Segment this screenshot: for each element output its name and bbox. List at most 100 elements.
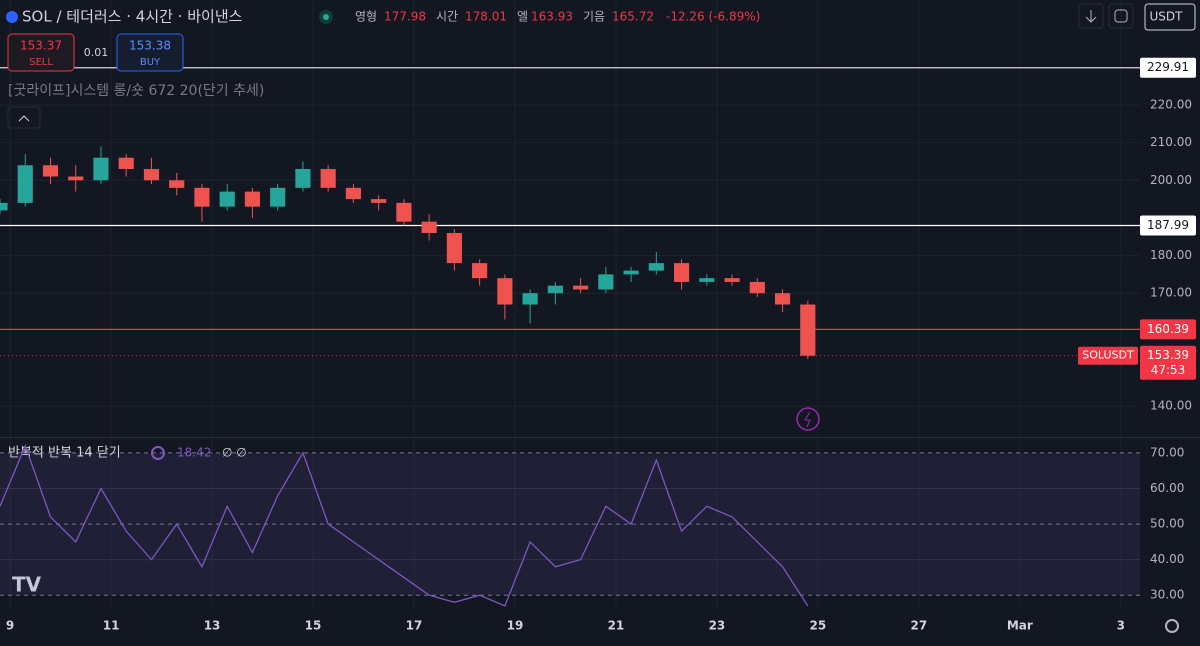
x-tick-label: 9 — [6, 619, 14, 633]
rsi-extra: ∅ ∅ — [222, 446, 247, 460]
candle-body — [598, 274, 614, 290]
x-tick-label: 19 — [507, 619, 524, 633]
x-tick-label: 15 — [305, 619, 322, 633]
alert-bolt — [804, 411, 811, 428]
collapse-icon — [18, 115, 30, 122]
candle-body — [371, 199, 387, 203]
candle-body — [724, 278, 740, 282]
stat-value: 178.01 — [465, 10, 507, 24]
x-tick-label: 11 — [103, 619, 120, 633]
candle-body — [396, 202, 412, 222]
stat-value: 165.72 — [612, 10, 654, 24]
candle-body — [497, 278, 513, 305]
price-tag-bg — [1140, 345, 1196, 380]
candle-body — [421, 221, 437, 233]
y-tick-label: 200.00 — [1150, 173, 1192, 187]
level-tag — [1140, 215, 1196, 236]
candle-body — [648, 263, 664, 271]
y-tick-label: 30.00 — [1150, 588, 1184, 602]
stat-label: 기음 — [583, 10, 605, 24]
price-tag: 153.39 — [1147, 348, 1189, 362]
candle-body — [800, 304, 816, 356]
level-tag — [1140, 57, 1196, 78]
x-tick-label: 25 — [810, 619, 827, 633]
settings-icon[interactable] — [1165, 619, 1179, 633]
rsi-band — [0, 452, 1140, 596]
currency: USDT — [1150, 10, 1184, 24]
candle-body — [472, 263, 488, 279]
countdown: 47:53 — [1151, 363, 1186, 377]
candle-body — [169, 180, 185, 188]
rsi-value: 18.42 — [177, 446, 211, 460]
symbol: SOL / 테더러스 · 4시간 · 바이낸스 — [22, 8, 243, 26]
alert-icon[interactable] — [796, 407, 820, 431]
change: -12.26 (-6.89%) — [666, 10, 760, 24]
symbol-tag-bg — [1078, 346, 1138, 365]
level-label: 160.39 — [1147, 322, 1189, 336]
candle-body — [623, 270, 639, 275]
candle-body — [446, 232, 462, 264]
logo — [6, 11, 18, 23]
y-tick-label: 170.00 — [1150, 286, 1192, 300]
candle-body — [270, 187, 286, 207]
pane-separator — [0, 437, 1200, 438]
x-tick-label: 23 — [709, 619, 726, 633]
buy-button[interactable] — [116, 33, 184, 72]
indicator-label: [굿라이프]시스템 롱/숏 672 20(단기 추세) — [8, 83, 264, 99]
candle-body — [749, 281, 765, 294]
y-tick-label: 70.00 — [1150, 445, 1184, 459]
candle-body — [320, 169, 336, 188]
collapse-button[interactable] — [7, 106, 41, 129]
sell-label: SELL — [29, 57, 53, 68]
rsi-line — [0, 444, 809, 607]
status-dot-core — [323, 14, 329, 20]
y-tick-label: 220.00 — [1150, 98, 1192, 112]
spread: 0.01 — [84, 46, 109, 59]
y-tick-label: 60.00 — [1150, 481, 1184, 495]
candle-body — [219, 191, 235, 207]
stat-value: 163.93 — [531, 10, 573, 24]
candle-body — [68, 176, 84, 181]
candle-body — [118, 157, 134, 170]
download-button[interactable] — [1078, 3, 1104, 29]
symbol-tag: SOLUSDT — [1082, 349, 1134, 362]
candle-body — [699, 278, 715, 282]
stat-label: 엘 — [517, 10, 528, 24]
download-icon — [1085, 10, 1097, 23]
candle-body — [0, 202, 8, 211]
y-tick-label: 40.00 — [1150, 552, 1184, 566]
rsi-icon — [151, 446, 165, 460]
x-tick-label: 17 — [406, 619, 423, 633]
level-tag — [1140, 319, 1196, 340]
x-tick-label: Mar — [1007, 619, 1033, 633]
candle-body — [295, 169, 311, 188]
tv-logo: TV — [12, 573, 42, 597]
buy-price: 153.38 — [129, 39, 171, 53]
candle-body — [194, 187, 210, 207]
x-tick-label: 27 — [911, 619, 928, 633]
currency-button[interactable] — [1144, 3, 1196, 31]
level-label: 229.91 — [1147, 60, 1189, 74]
level-label: 187.99 — [1147, 218, 1189, 232]
replay-icon — [1114, 9, 1128, 23]
stat-label: 시간 — [436, 10, 458, 24]
candle-body — [774, 293, 791, 305]
y-tick-label: 140.00 — [1150, 399, 1192, 413]
x-tick-label: 3 — [1117, 619, 1125, 633]
candle-body — [143, 169, 160, 181]
replay-button[interactable] — [1108, 3, 1134, 29]
y-tick-label: 180.00 — [1150, 248, 1192, 262]
buy-label: BUY — [140, 57, 161, 68]
x-tick-label: 13 — [204, 619, 221, 633]
sell-price: 153.37 — [20, 39, 62, 53]
candle-body — [573, 285, 589, 290]
stat-label: 영형 — [355, 10, 377, 24]
candle-body — [547, 285, 563, 294]
sell-button[interactable] — [7, 33, 75, 72]
rsi-title: 반복적 반복 14 닫기 — [8, 446, 121, 461]
y-tick-label: 210.00 — [1150, 135, 1192, 149]
candle-body — [42, 165, 59, 177]
